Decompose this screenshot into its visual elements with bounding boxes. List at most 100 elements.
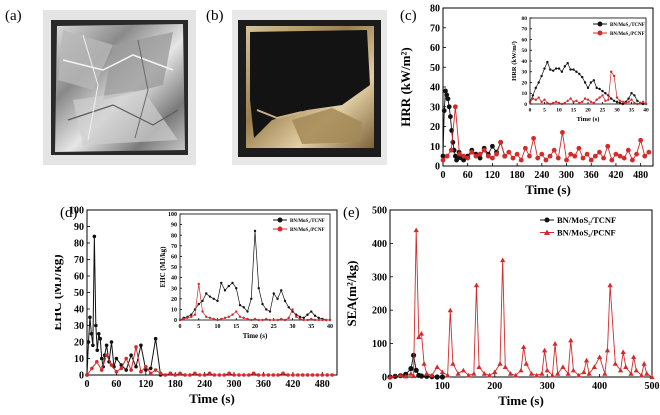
hrr-inset-data-point [540,100,543,104]
sea-data-point [581,369,587,375]
ehc-x-tick-label: 240 [197,379,212,390]
hrr-inset-data-point [627,97,630,100]
ehc-inset-data-point [287,306,290,309]
ehc-data-point [124,368,129,372]
ehc-y-axis-label: EHC (MJ/kg) [55,254,64,330]
ehc-inset-data-point [295,315,298,319]
charred-residue-photo [232,10,387,165]
hrr-data-point [477,151,483,157]
hrr-inset-data-point [554,67,558,70]
ehc-y-tick-label: 10 [74,354,84,365]
sea-data-point [644,371,650,376]
hrr-inset-data-point [598,87,601,91]
ehc-data-point [134,364,138,369]
hrr-inset-data-point [549,102,552,106]
sea-data-point [418,330,425,336]
ehc-data-point [109,340,114,344]
ehc-inset-data-point [205,292,208,295]
hrr-inset-data-point [641,100,645,104]
hrr-inset-y-tick-label: 80 [522,16,528,22]
hrr-inset-data-point [581,75,584,79]
ehc-inset-x-tick-label: 5 [197,324,200,330]
ehc-inset-data-point [265,317,268,321]
ehc-data-point [148,371,153,376]
ehc-inset-data-point [257,318,260,322]
ehc-inset-data-point [212,317,215,321]
ehc-data-point [158,371,163,376]
hrr-data-point [444,92,450,98]
ehc-inset-data-point [246,310,249,313]
sea-data-point [628,371,634,376]
hrr-inset-data-point [618,99,622,102]
ehc-inset-data-point [253,317,257,321]
hrr-inset-x-tick-label: 30 [614,108,620,114]
ehc-inset-data-point [310,317,313,321]
ehc-x-tick-label: 60 [111,379,121,390]
ehc-inset-data-point [178,318,182,322]
ehc-inset-data-point [238,315,242,319]
ehc-data-point [178,371,182,376]
sea-y-tick-label: 300 [372,272,387,283]
hrr-y-tick-label: 40 [430,83,440,94]
ehc-data-point [95,348,100,353]
hrr-inset-y-tick-label: 20 [522,80,528,86]
sea-data-point [439,374,445,380]
ehc-inset-data-point [283,299,287,303]
hrr-data-point [490,143,495,149]
hrr-data-point [531,135,536,141]
ehc-inset-y-tick-label: 80 [171,233,177,239]
sea-data-point [413,367,419,373]
sea-data-point [408,366,414,372]
hrr-data-point [642,153,648,159]
ehc-data-point [96,331,101,336]
ehc-inset-data-point [276,318,279,322]
sea-data-point [539,371,545,376]
hrr-data-point [490,155,495,161]
hrr-y-tick-label: 80 [430,4,440,15]
hrr-inset-data-point [546,60,549,64]
hrr-inset-data-point [578,72,581,76]
sea-data-point [466,372,472,378]
ehc-data-point [320,373,325,377]
hrr-inset-data-point [537,81,540,84]
hrr-inset-data-point [543,67,546,70]
hrr-inset-data-point [566,61,569,65]
legend-marker [597,21,603,27]
ehc-inset-data-point [201,299,204,303]
hrr-y-tick-label: 60 [430,43,440,54]
sea-data-point [576,372,582,378]
ehc-data-point [144,368,148,372]
ehc-inset-x-axis-label: Time (s) [243,332,268,340]
sea-data-point [507,371,514,376]
sea-data-point [473,282,480,288]
hrr-inset-data-point [610,70,613,73]
ehc-inset-data-point [317,318,320,322]
ehc-y-tick-label: 50 [74,288,84,299]
ehc-data-point [197,373,202,377]
ehc-inset-data-point [216,318,219,322]
hrr-data-point [446,104,452,110]
ehc-data-point [90,366,94,371]
hrr-data-point [551,147,557,153]
ehc-inset-data-point [208,295,212,298]
hrr-data-point [535,155,541,161]
ehc-inset-data-point [231,281,234,285]
hrr-data-point [613,151,619,157]
ehc-inset-data-point [246,317,249,321]
sea-data-point [534,372,540,378]
sea-data-point [555,371,561,376]
ehc-inset-data-point [261,318,264,322]
sea-data-point [502,364,508,370]
hrr-data-point [572,153,578,159]
ehc-inset-data-point [257,287,260,290]
sea-data-point [586,371,592,376]
ehc-inset-data-point [208,316,212,320]
ehc-inset-data-point [235,287,238,290]
ehc-data-point [188,373,192,377]
ehc-inset-data-point [182,317,185,321]
sea-data-point [521,344,527,350]
ehc-inset-y-tick-label: 50 [171,265,177,271]
hrr-inset-x-tick-label: 0 [529,108,532,114]
ehc-data-point [325,373,329,377]
ehc-data-point [89,331,94,336]
